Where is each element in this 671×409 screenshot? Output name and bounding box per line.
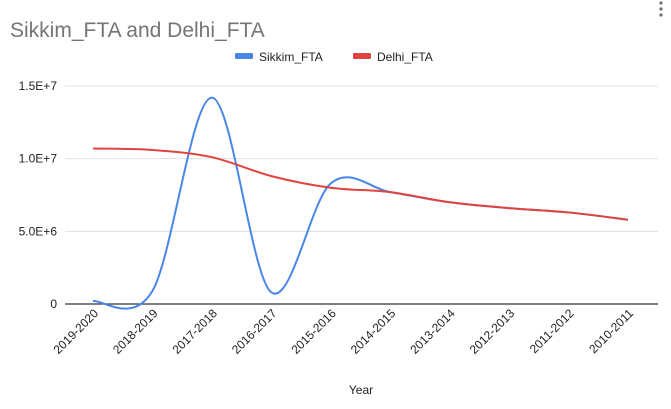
legend-swatch-sikkim bbox=[235, 53, 253, 59]
y-tick-label: 0 bbox=[50, 297, 57, 311]
y-tick-label: 1.0E+7 bbox=[19, 152, 58, 166]
y-axis-ticks: 0 5.0E+6 1.0E+7 1.5E+7 bbox=[19, 79, 58, 311]
x-tick-label: 2019-2020 bbox=[51, 306, 102, 357]
more-vertical-icon bbox=[659, 1, 663, 5]
x-axis-title: Year bbox=[349, 383, 373, 397]
y-tick-label: 1.5E+7 bbox=[19, 79, 58, 93]
gridlines bbox=[65, 85, 658, 305]
series-line-delhi-fta bbox=[92, 147, 629, 221]
legend-label-delhi: Delhi_FTA bbox=[377, 50, 433, 64]
x-tick-label: 2014-2015 bbox=[348, 306, 399, 357]
more-vertical-icon-dot bbox=[659, 7, 663, 11]
x-tick-label: 2015-2016 bbox=[288, 306, 339, 357]
chart-title: Sikkim_FTA and Delhi_FTA bbox=[10, 19, 265, 42]
x-tick-label: 2010-2011 bbox=[586, 306, 636, 356]
x-tick-label: 2017-2018 bbox=[170, 306, 221, 357]
x-tick-label: 2012-2013 bbox=[467, 306, 518, 357]
y-tick-label: 5.0E+6 bbox=[19, 224, 58, 238]
x-axis-ticks: 2019-2020 2018-2019 2017-2018 2016-2017 2015… bbox=[51, 306, 637, 357]
more-vertical-icon-dot bbox=[659, 13, 663, 17]
legend: Sikkim_FTA Delhi_FTA bbox=[235, 50, 433, 64]
legend-swatch-delhi bbox=[353, 53, 371, 59]
legend-label-sikkim: Sikkim_FTA bbox=[259, 50, 323, 64]
series-lines bbox=[92, 96, 629, 310]
x-tick-label: 2016-2017 bbox=[229, 306, 280, 357]
more-menu-button[interactable] bbox=[659, 1, 663, 17]
x-tick-label: 2011-2012 bbox=[527, 306, 577, 356]
x-tick-label: 2018-2019 bbox=[110, 306, 161, 357]
x-tick-label: 2013-2014 bbox=[407, 306, 458, 357]
series-line-sikkim-fta bbox=[92, 96, 629, 310]
